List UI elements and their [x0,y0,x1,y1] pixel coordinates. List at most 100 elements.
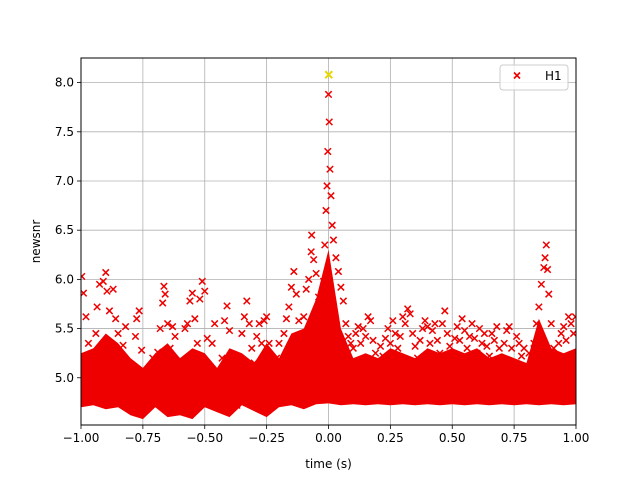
data-point [483,342,491,351]
data-point [302,285,310,293]
y-tick-label: 5.0 [55,371,74,385]
y-tick-label: 6.5 [55,223,74,237]
data-point [149,354,157,362]
data-point [323,182,331,190]
data-point [327,192,335,200]
data-point [426,339,434,348]
data-point [376,342,385,351]
data-point [537,280,546,289]
data-point [297,344,306,352]
data-point [507,344,516,352]
data-point [160,282,168,290]
data-point [406,310,414,318]
data-point [265,339,273,348]
data-points [81,70,576,420]
data-point [292,290,301,298]
data-point [465,332,474,341]
data-point [396,332,405,341]
data-point [480,329,489,338]
data-point [201,287,209,295]
data-point [557,329,565,338]
data-point [542,241,551,249]
data-point [369,336,377,345]
data-point [109,285,117,293]
data-point [82,313,90,321]
data-point [178,362,187,370]
data-point [349,344,357,352]
data-point [135,307,143,315]
data-point [332,254,340,262]
data-point [84,339,93,348]
data-point [564,313,573,321]
data-point [428,326,437,335]
data-point [438,319,447,328]
data-point [248,344,256,352]
legend: H1 [499,64,569,91]
data-point [145,369,153,377]
data-point [137,346,146,354]
data-point [389,316,397,325]
legend-box [499,64,569,91]
data-point [188,289,197,297]
data-point [255,319,263,328]
data-point [441,307,449,315]
data-point [446,342,454,351]
data-point [307,248,315,256]
data-point [233,401,241,410]
data-point [287,283,296,291]
y-axis-ticks: 5.0 5.5 6.0 6.5 7.0 7.5 8.0 [55,76,81,385]
data-point [532,319,541,328]
data-point [379,352,387,360]
data-point [541,254,549,262]
data-point [319,277,328,286]
data-point [371,349,380,357]
data-point [326,165,334,173]
data-point [290,267,298,276]
x-tick-label: 0.00 [315,431,342,445]
x-axis-ticks: −1.00 −0.75 −0.50 −0.25 0.00 0.25 0.50 0.75 1.00 [63,425,589,445]
data-point [450,334,459,343]
data-point [421,316,429,325]
data-point [161,290,169,298]
data-point [324,147,332,156]
data-point [344,332,353,341]
data-point [391,329,400,338]
data-point [99,277,108,286]
data-point [500,339,508,348]
data-point [490,336,499,345]
dense-point-band [81,249,576,420]
data-point [478,339,486,348]
data-point [173,359,182,367]
data-point [158,299,167,307]
data-point [328,221,336,229]
x-tick-label: 0.25 [377,431,404,445]
data-point [105,307,114,315]
data-point [304,275,313,284]
data-point [411,342,419,351]
data-point [102,268,110,277]
data-point [339,297,348,305]
data-point [351,329,360,338]
data-point [463,344,471,352]
x-tick-label: 0.50 [439,431,466,445]
data-point [307,231,316,239]
data-point [408,329,417,338]
data-point [399,313,407,321]
data-point [342,319,350,328]
data-point [262,313,271,321]
data-point [238,329,246,338]
data-point [535,303,543,311]
data-point [163,319,172,328]
data-point [517,352,526,360]
data-point [81,272,86,281]
data-point [218,354,226,362]
data-point [280,329,288,338]
data-point [443,329,452,338]
data-point [543,265,552,274]
data-point [196,295,204,303]
data-point [93,303,101,311]
data-point [364,313,372,321]
data-point [176,383,184,392]
data-point [270,383,278,392]
data-point [186,297,194,305]
